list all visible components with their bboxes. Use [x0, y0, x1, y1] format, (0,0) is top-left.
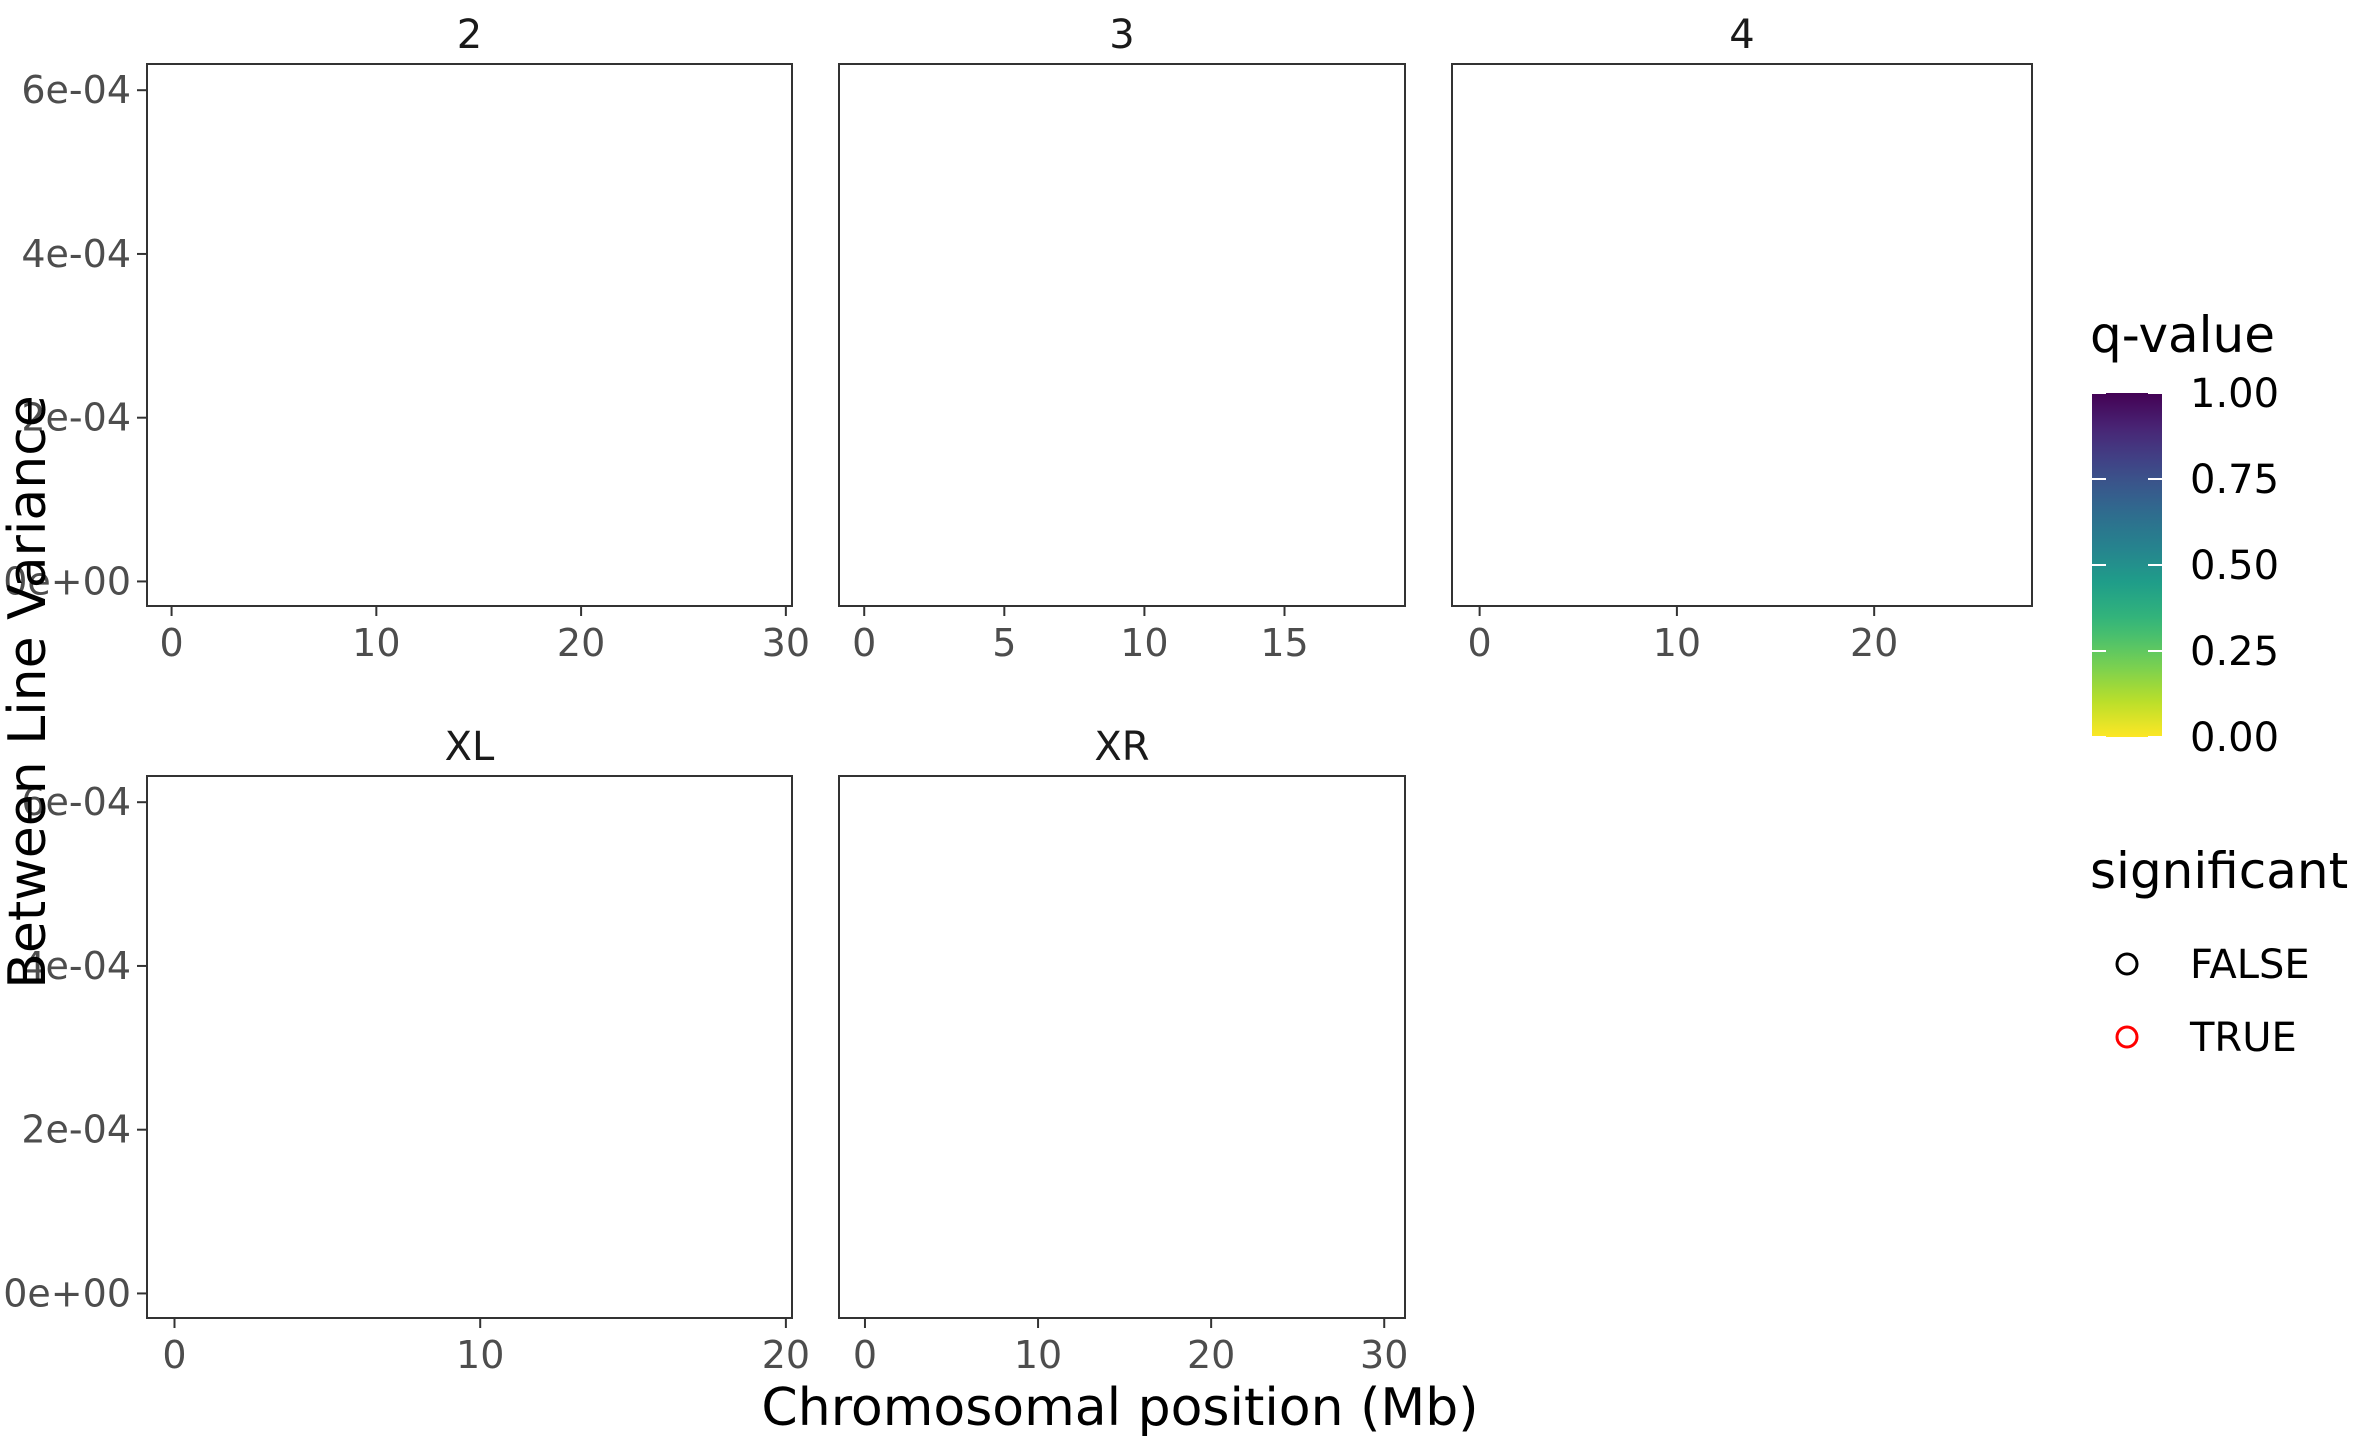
panel-border: [146, 775, 793, 1319]
x-tick-label: 0: [853, 1333, 877, 1377]
legend-key-false: [2115, 952, 2139, 976]
x-tick-label: 10: [1120, 621, 1168, 665]
colorbar-ticks: 1.00 0.75 0.50 0.25 0.00: [2092, 371, 2279, 761]
x-tick-label: 0: [159, 621, 183, 665]
x-tick-label: 10: [1653, 621, 1701, 665]
panel-title: XR: [1094, 724, 1149, 770]
y-tick-label: 4e-04: [21, 944, 131, 988]
x-tick-label: 20: [557, 621, 605, 665]
legend-label-false: FALSE: [2190, 942, 2310, 988]
x-tick-label: 0: [852, 621, 876, 665]
significant-legend-title: significant: [2090, 842, 2348, 900]
panel-3: 3 0 5 10 15: [838, 12, 1406, 665]
y-tick-label: 0e+00: [3, 559, 131, 603]
panel-border: [1451, 63, 2033, 607]
colorbar-tick-label: 1.00: [2190, 371, 2279, 417]
x-tick-label: 10: [456, 1333, 504, 1377]
panel-border: [146, 63, 793, 607]
colorbar-tick-label: 0.75: [2190, 457, 2279, 503]
y-tick-label: 6e-04: [21, 68, 131, 112]
colorbar-tick-label: 0.00: [2190, 715, 2279, 761]
colorbar-tick-label: 0.50: [2190, 543, 2279, 589]
x-tick-label: 30: [1360, 1333, 1408, 1377]
x-tick-label: 30: [762, 621, 810, 665]
y-tick-label: 4e-04: [21, 232, 131, 276]
panel-title: 4: [1729, 12, 1754, 58]
colorbar-title: q-value: [2090, 306, 2275, 364]
panel-border: [838, 63, 1406, 607]
y-axis-title: Between Line Variance: [0, 395, 58, 989]
x-tick-label: 0: [162, 1333, 186, 1377]
y-tick-label: 6e-04: [21, 780, 131, 824]
x-tick-label: 10: [352, 621, 400, 665]
x-tick-label: 0: [1468, 621, 1492, 665]
x-tick-label: 10: [1014, 1333, 1062, 1377]
panel-border: [838, 775, 1406, 1319]
panel-title: 3: [1109, 12, 1134, 58]
y-tick-label: 0e+00: [3, 1271, 131, 1315]
legend: q-value 1.00 0.75 0.50 0.25 0.00 significant…: [2090, 306, 2348, 1061]
panel-4: 4 0 10 20: [1451, 12, 2033, 665]
x-tick-label: 5: [992, 621, 1016, 665]
legend-label-true: TRUE: [2189, 1015, 2297, 1061]
panel-XR: XR 0 10 20 30: [838, 724, 1408, 1377]
x-tick-label: 20: [1850, 621, 1898, 665]
x-tick-label: 15: [1260, 621, 1308, 665]
y-tick-label: 2e-04: [21, 396, 131, 440]
panel-title: 2: [457, 12, 482, 58]
legend-key-true: [2115, 1025, 2139, 1049]
x-tick-label: 20: [1187, 1333, 1235, 1377]
panel-title: XL: [445, 724, 495, 770]
significant-legend-entries: FALSE TRUE: [2115, 942, 2310, 1061]
y-tick-label: 2e-04: [21, 1108, 131, 1152]
panel-XL: XL 0 10 20 0e+00 2e-04 4e-04 6e-04: [3, 724, 810, 1377]
x-tick-label: 20: [762, 1333, 810, 1377]
colorbar-tick-label: 0.25: [2190, 629, 2279, 675]
x-axis-title: Chromosomal position (Mb): [761, 1378, 1478, 1437]
